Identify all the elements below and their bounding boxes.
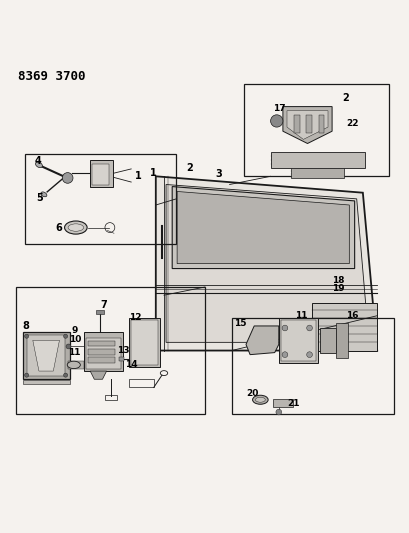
Bar: [90, 160, 112, 187]
Bar: [293, 115, 299, 133]
Ellipse shape: [36, 162, 42, 168]
Text: 4: 4: [35, 156, 41, 166]
Text: 1: 1: [149, 168, 156, 179]
Text: 6: 6: [56, 223, 62, 233]
Bar: [280, 320, 315, 361]
Text: 11: 11: [67, 348, 80, 357]
Bar: [92, 164, 108, 184]
Bar: [84, 332, 123, 371]
Circle shape: [63, 373, 67, 377]
Text: 11: 11: [294, 311, 307, 320]
Text: 10: 10: [69, 335, 81, 344]
Circle shape: [66, 344, 71, 349]
Text: 22: 22: [346, 118, 358, 127]
Text: 12: 12: [129, 313, 141, 322]
Ellipse shape: [252, 395, 267, 404]
Bar: [88, 357, 115, 363]
Bar: [231, 318, 393, 414]
Bar: [88, 341, 115, 346]
Bar: [319, 328, 335, 353]
Text: 2: 2: [342, 93, 348, 103]
Bar: [270, 152, 364, 168]
Polygon shape: [245, 326, 278, 354]
Text: 20: 20: [245, 389, 258, 398]
Circle shape: [275, 409, 281, 415]
Ellipse shape: [68, 224, 83, 231]
Ellipse shape: [67, 361, 80, 369]
Circle shape: [270, 115, 282, 127]
Text: 2: 2: [186, 163, 193, 173]
Text: 19: 19: [331, 284, 344, 293]
Bar: [290, 168, 344, 179]
Text: 1: 1: [135, 171, 142, 181]
Text: 3: 3: [215, 169, 221, 179]
Bar: [86, 338, 121, 369]
Circle shape: [25, 334, 29, 338]
Bar: [25, 154, 176, 244]
Bar: [272, 399, 292, 407]
Text: 14: 14: [125, 360, 137, 369]
Text: 21: 21: [286, 399, 299, 408]
Polygon shape: [27, 335, 65, 376]
Text: 7: 7: [100, 301, 107, 310]
Text: 15: 15: [234, 319, 246, 328]
Bar: [22, 332, 70, 379]
Bar: [104, 395, 117, 400]
Text: 8369 3700: 8369 3700: [18, 70, 86, 83]
Bar: [67, 361, 84, 369]
Polygon shape: [90, 371, 106, 379]
Text: 5: 5: [36, 192, 43, 203]
Bar: [131, 320, 157, 365]
Text: 17: 17: [273, 104, 285, 113]
Bar: [306, 115, 311, 133]
Circle shape: [281, 325, 287, 331]
Bar: [96, 310, 103, 313]
Polygon shape: [33, 340, 59, 371]
Text: 18: 18: [331, 276, 344, 285]
Ellipse shape: [41, 192, 47, 197]
Polygon shape: [166, 184, 368, 342]
Polygon shape: [172, 187, 354, 269]
Circle shape: [306, 325, 312, 331]
Text: 9: 9: [72, 326, 78, 335]
Ellipse shape: [65, 221, 87, 234]
Bar: [129, 379, 153, 387]
Circle shape: [306, 352, 312, 358]
Text: 8: 8: [22, 321, 29, 331]
Bar: [119, 357, 124, 361]
Circle shape: [63, 334, 67, 338]
Polygon shape: [286, 111, 327, 140]
Circle shape: [25, 373, 29, 377]
Polygon shape: [282, 107, 331, 143]
Polygon shape: [177, 191, 348, 264]
Polygon shape: [311, 303, 376, 351]
Bar: [129, 318, 160, 367]
Bar: [278, 318, 317, 363]
Circle shape: [281, 352, 287, 358]
Ellipse shape: [255, 397, 265, 402]
Polygon shape: [155, 176, 376, 351]
Circle shape: [62, 173, 73, 183]
Bar: [22, 380, 70, 384]
Bar: [335, 322, 348, 358]
Bar: [243, 84, 389, 176]
Bar: [88, 349, 115, 354]
Text: 16: 16: [346, 311, 358, 320]
Text: 13: 13: [117, 346, 129, 355]
Bar: [318, 115, 324, 133]
Bar: [16, 287, 204, 414]
